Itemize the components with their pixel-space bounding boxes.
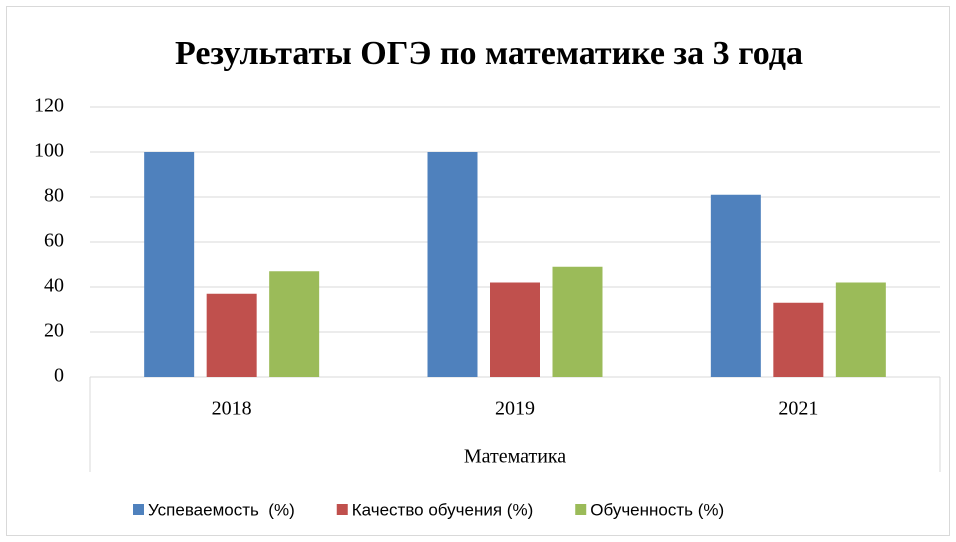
legend-swatch (575, 504, 587, 515)
x-tick-label: 2018 (212, 398, 252, 420)
bar (773, 302, 824, 377)
bar (206, 293, 257, 377)
x-tick-label: 2019 (495, 398, 535, 420)
bar (144, 152, 195, 377)
y-tick-label: 100 (34, 140, 64, 162)
x-axis-label: Математика (464, 446, 566, 468)
bar (835, 282, 886, 377)
legend-swatch (336, 504, 348, 515)
bar (269, 271, 320, 377)
y-tick-label: 60 (44, 230, 64, 252)
y-tick-label: 20 (44, 320, 64, 342)
bar (710, 194, 761, 377)
y-tick-label: 120 (34, 95, 64, 117)
bar (490, 282, 540, 377)
legend-label: Успеваемость (%) (148, 500, 295, 519)
chart-title: Результаты ОГЭ по математике за 3 года (175, 35, 803, 72)
bar (552, 266, 603, 377)
legend-label: Качество обучения (%) (352, 500, 533, 519)
legend-label: Обученность (%) (590, 500, 724, 519)
legend-swatch (133, 504, 144, 515)
y-tick-label: 0 (54, 365, 64, 387)
y-tick-label: 80 (44, 185, 64, 207)
bar (427, 152, 478, 377)
x-tick-label: 2021 (778, 398, 818, 420)
y-tick-label: 40 (44, 275, 64, 297)
